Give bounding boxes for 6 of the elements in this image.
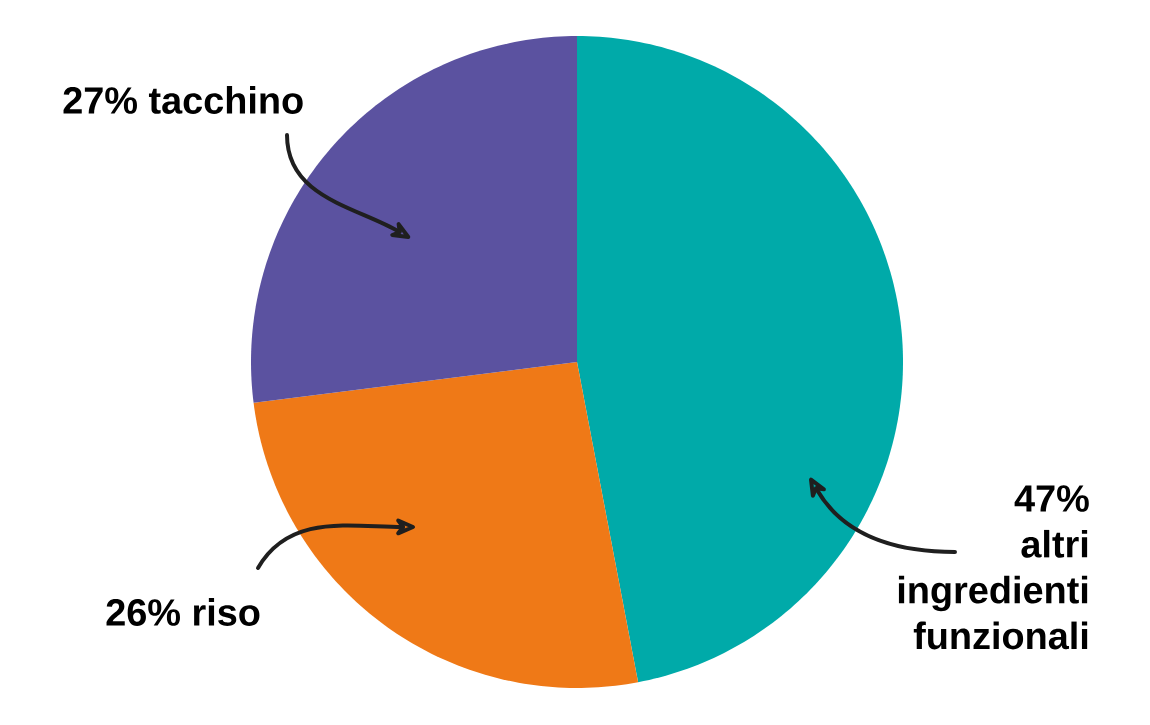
data-label: 26% bbox=[106, 599, 180, 626]
slice-label: altri ingredienti funzionali bbox=[898, 529, 1088, 650]
data-label: 27% bbox=[63, 87, 137, 114]
slice-label: riso bbox=[194, 598, 260, 626]
slice-label: tacchino bbox=[148, 86, 303, 114]
data-label: 47% bbox=[1014, 485, 1089, 512]
